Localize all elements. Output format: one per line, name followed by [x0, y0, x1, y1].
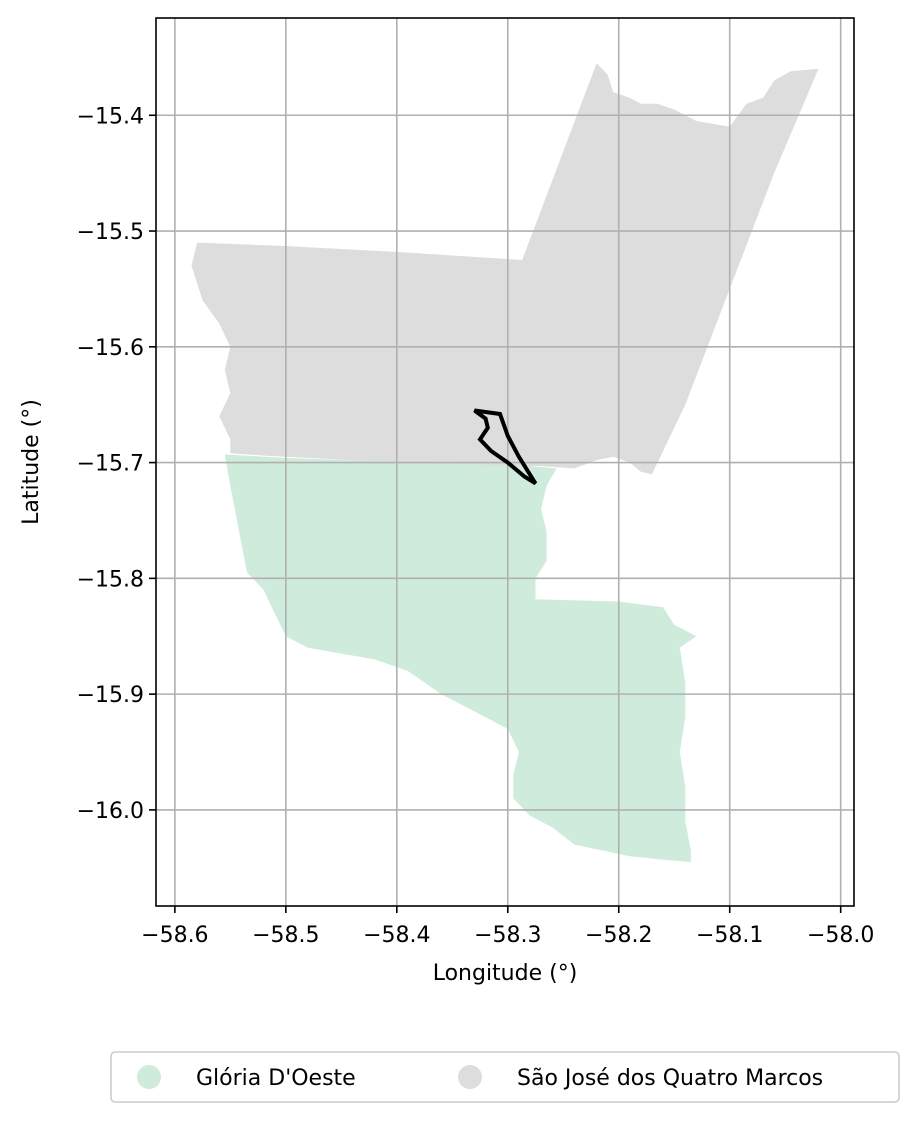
y-tick-label: −15.9: [77, 683, 144, 708]
y-tick-label: −15.6: [77, 336, 144, 361]
legend: Glória D'Oeste São José dos Quatro Marco…: [110, 1051, 900, 1103]
y-axis-label: Latitude (°): [19, 399, 44, 525]
legend-frame: [110, 1051, 900, 1103]
highlight-outline: [473, 408, 538, 486]
y-tick-label: −16.0: [77, 799, 144, 824]
legend-label-sao-jose: São José dos Quatro Marcos: [517, 1066, 823, 1091]
y-tick-label: −15.7: [77, 452, 144, 477]
legend-label-gloria: Glória D'Oeste: [196, 1066, 356, 1091]
legend-swatch-sao-jose: [458, 1065, 482, 1089]
legend-swatch-gloria: [137, 1065, 161, 1089]
x-tick-label: −58.5: [252, 923, 319, 948]
region-sao-jose-dos-quatro-marcos: [191, 63, 819, 475]
x-tick-label: −58.0: [807, 923, 874, 948]
y-tick-label: −15.5: [77, 220, 144, 245]
ticks-layer: −58.6 −58.5 −58.4 −58.3 −58.2 −58.1 −58.0 −15.4…: [77, 104, 875, 948]
y-tick-label: −15.4: [77, 104, 144, 129]
x-tick-label: −58.1: [696, 923, 763, 948]
x-tick-label: −58.4: [363, 923, 430, 948]
x-tick-label: −58.6: [141, 923, 208, 948]
x-tick-label: −58.2: [585, 923, 652, 948]
region-gloria-d-oeste: [224, 454, 697, 862]
x-tick-label: −58.3: [474, 923, 541, 948]
x-axis-label: Longitude (°): [433, 961, 578, 986]
outline-layer: [473, 408, 538, 486]
regions-layer: [191, 63, 819, 862]
y-tick-label: −15.8: [77, 567, 144, 592]
